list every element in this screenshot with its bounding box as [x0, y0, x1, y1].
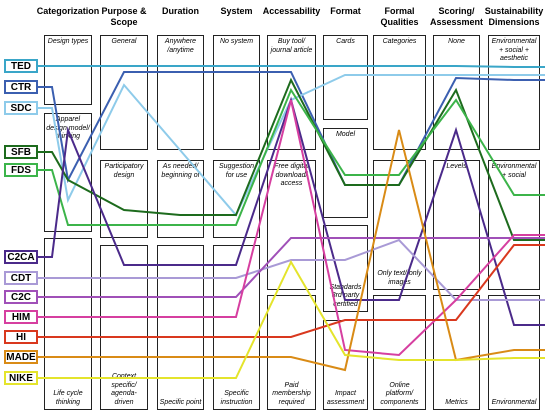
tool-label: FDS [4, 163, 38, 177]
column-header: Duration [162, 6, 199, 16]
column-header: Accessability [262, 6, 321, 16]
category-box: Life cycle thinking [44, 238, 92, 410]
category-box: Specific instruction [213, 245, 260, 410]
tool-label: NIKE [4, 371, 38, 385]
column-header: System [220, 6, 253, 16]
tool-label: CTR [4, 80, 38, 94]
category-box: Model [323, 128, 368, 218]
tool-path [38, 99, 545, 357]
tool-path [38, 96, 545, 326]
column-header: Purpose & Scope [101, 6, 147, 27]
tool-label: SDC [4, 101, 38, 115]
tool-path [38, 87, 545, 226]
tool-path [38, 238, 545, 301]
tool-label: SFB [4, 145, 38, 159]
category-box: Environmental + social + aesthetic [488, 35, 540, 150]
tool-path [38, 244, 545, 338]
category-box: Cards [323, 35, 368, 120]
tool-label: CDT [4, 271, 38, 285]
column-header: Sustainability Dimensions [484, 6, 544, 27]
column-header: Formal Qualities [380, 6, 419, 27]
tool-label: MADE [4, 350, 38, 364]
tool-path [38, 65, 545, 68]
tool-path [38, 237, 545, 298]
category-box: Design types [44, 35, 92, 105]
category-box: Only text/ only images [373, 160, 426, 290]
category-box: Categories [373, 35, 426, 150]
tool-label: C2C [4, 290, 38, 304]
category-box: Anywhere /anytime [157, 35, 204, 150]
tool-path [38, 74, 545, 217]
column-header: Categorization [36, 6, 100, 16]
column-header: Format [330, 6, 361, 16]
column-header: Scoring/ Assessment [429, 6, 484, 27]
category-box: Paid membership required [267, 295, 316, 410]
category-box: No system [213, 35, 260, 150]
tool-path [38, 71, 545, 186]
tool-label: HIM [4, 310, 38, 324]
category-box: General [100, 35, 148, 150]
tool-label: TED [4, 59, 38, 73]
tool-path [38, 129, 545, 372]
tool-label: HI [4, 330, 38, 344]
category-box: Context specific/ agenda-driven [100, 245, 148, 410]
category-box: Specific point [157, 245, 204, 410]
tool-path [38, 259, 545, 379]
tool-label: C2CA [4, 250, 38, 264]
